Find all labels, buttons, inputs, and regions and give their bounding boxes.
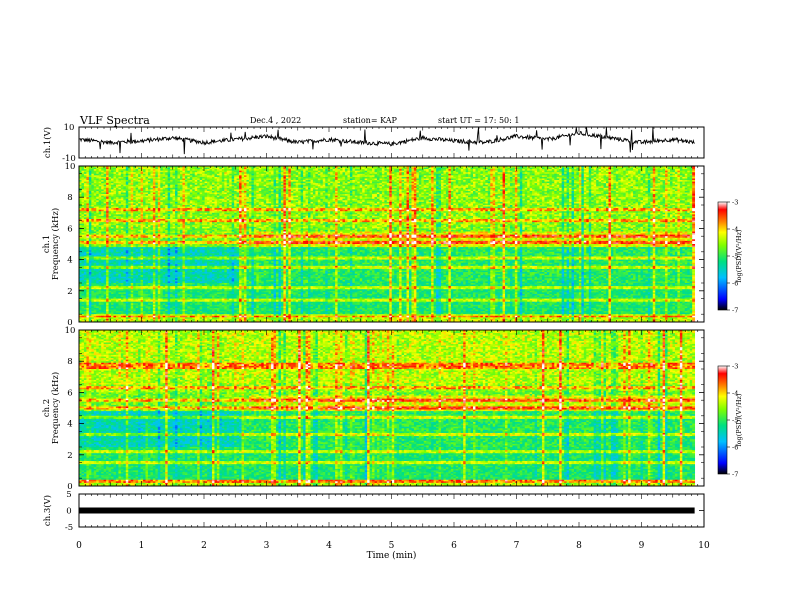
ch2-colorbar-tick-label: -3 <box>732 363 738 371</box>
ch1-colorbar-tick-label: -4 <box>732 226 738 234</box>
x-tick-label: 0 <box>76 541 82 551</box>
ch2-colorbar-tick-label: -6 <box>732 444 738 452</box>
ch1-colorbar-tick-label: -3 <box>732 199 738 207</box>
ch2-colorbar-tick-label: -5 <box>732 417 738 425</box>
ch1-colorbar-tick-label: -5 <box>732 253 738 261</box>
ch3-waveform-trace <box>79 507 695 514</box>
ch3-waveform-ytick-label: 5 <box>66 490 71 500</box>
ch2-spectrogram-ytick-label: 4 <box>67 420 72 430</box>
ch2-spectrogram-channel-label: ch.2 <box>42 399 52 417</box>
x-tick-label: 6 <box>451 541 457 551</box>
ch3-waveform-ytick-label: 0 <box>66 507 71 517</box>
ch1-colorbar-tick-label: -6 <box>732 280 738 288</box>
ch1-spectrogram-ytick-label: 4 <box>67 256 72 266</box>
station-label: station= KAP <box>343 116 397 125</box>
ch1-waveform-ytick-label: 10 <box>64 123 75 133</box>
x-tick-label: 4 <box>326 541 332 551</box>
ch2-spectrogram <box>79 330 696 487</box>
ch1-colorbar-tick-label: -7 <box>732 307 738 315</box>
ch2-colorbar-tick-label: -7 <box>732 471 738 479</box>
ch2-spectrogram-ytick-label: 6 <box>67 388 72 398</box>
ch2-colorbar-gradient <box>717 365 728 475</box>
ch2-colorbar-label: log(PSD)(V²/Hz) <box>735 393 743 446</box>
ch1-spectrogram-ytick-label: 8 <box>67 193 72 203</box>
x-tick-label: 2 <box>201 541 207 551</box>
ch1-spectrogram-channel-label: ch.1 <box>42 235 52 253</box>
ch2-spectrogram-ytick-label: 10 <box>65 326 76 336</box>
ch1-colorbar-gradient <box>717 201 728 311</box>
x-tick-label: 5 <box>389 541 395 551</box>
ch1-waveform-ylabel: ch.1(V) <box>42 127 53 158</box>
ch1-waveform-trace <box>78 127 695 155</box>
ch1-spectrogram-ytick-label: 0 <box>67 318 72 328</box>
ch3-waveform-ytick-label: -5 <box>65 523 73 533</box>
x-tick-label: 1 <box>139 541 145 551</box>
x-axis-label: Time (min) <box>367 550 417 561</box>
ch1-spectrogram <box>79 166 696 323</box>
ch1-waveform-ytick-label: -10 <box>62 154 76 164</box>
date-label: Dec.4 , 2022 <box>250 116 301 125</box>
ch1-spectrogram-ytick-label: 2 <box>67 287 72 297</box>
ch1-spectrogram-ytick-label: 10 <box>65 162 76 172</box>
x-tick-label: 8 <box>576 541 582 551</box>
ch1-colorbar-label: log(PSD)(V²/Hz) <box>735 229 743 282</box>
ch2-spectrogram-ytick-label: 8 <box>67 357 72 367</box>
ch2-colorbar-tick-label: -4 <box>732 390 738 398</box>
ch1-spectrogram-ytick-label: 6 <box>67 224 72 234</box>
ch3-waveform-ylabel: ch.3(V) <box>42 495 53 526</box>
x-tick-label: 3 <box>264 541 270 551</box>
start-time-label: start UT = 17: 50: 1 <box>438 116 519 125</box>
x-tick-label: 9 <box>639 541 645 551</box>
ch1-spectrogram-ylabel: Frequency (kHz) <box>50 208 61 280</box>
x-tick-label: 10 <box>698 541 710 551</box>
x-tick-label: 7 <box>514 541 520 551</box>
ch2-spectrogram-ytick-label: 0 <box>67 482 72 492</box>
ch2-spectrogram-ytick-label: 2 <box>67 451 72 461</box>
figure-title: VLF Spectra <box>80 114 150 127</box>
ch2-spectrogram-ylabel: Frequency (kHz) <box>50 372 61 444</box>
